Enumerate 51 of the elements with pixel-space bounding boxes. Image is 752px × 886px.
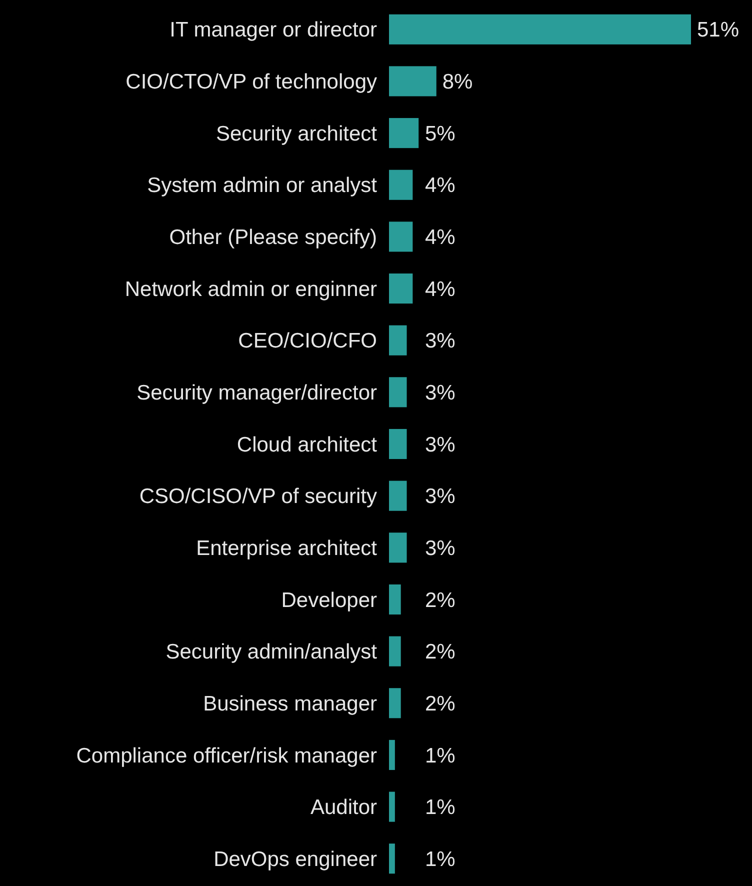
- data-label: 5%: [425, 122, 456, 146]
- data-label: 3%: [425, 433, 456, 456]
- data-label: 1%: [425, 848, 456, 871]
- y-tick-label: Network admin or enginner: [124, 278, 378, 301]
- bar: [389, 480, 407, 511]
- data-label: 4%: [425, 226, 456, 250]
- data-label: 1%: [425, 744, 456, 768]
- bar: [389, 688, 401, 718]
- bar: [389, 532, 407, 563]
- y-tick-label: Compliance officer/risk manager: [76, 744, 377, 768]
- y-tick-label: Cloud architect: [236, 433, 378, 456]
- y-tick-label: Security admin/analyst: [166, 640, 378, 664]
- y-tick-label: IT manager or director: [170, 18, 377, 42]
- y-tick-label: Security architect: [216, 122, 378, 146]
- data-label: 2%: [425, 692, 456, 716]
- bar: [389, 66, 436, 96]
- data-label: 1%: [425, 796, 456, 820]
- bar: [389, 377, 407, 408]
- data-label: 2%: [425, 640, 456, 664]
- y-tick-label: Other (Please specify): [169, 226, 377, 250]
- y-tick-label: System admin or analyst: [147, 174, 378, 198]
- y-tick-label: Business manager: [203, 692, 377, 716]
- y-tick-label: Enterprise architect: [196, 537, 378, 560]
- bar: [389, 792, 395, 822]
- data-label: 3%: [425, 382, 456, 405]
- data-label: 4%: [425, 174, 456, 198]
- y-tick-label: CSO/CISO/VP of security: [139, 485, 378, 508]
- bar: [389, 325, 407, 356]
- bar: [389, 273, 413, 304]
- data-label: 2%: [425, 588, 456, 612]
- y-tick-label: Auditor: [310, 796, 377, 820]
- bar: [389, 170, 413, 200]
- bar: [389, 118, 419, 148]
- y-tick-label: DevOps engineer: [214, 848, 377, 871]
- bar: [389, 584, 401, 615]
- data-label: 3%: [425, 330, 456, 353]
- data-label: 3%: [425, 485, 456, 508]
- y-tick-label: CIO/CTO/VP of technology: [126, 70, 378, 94]
- data-label: 51%: [697, 18, 740, 42]
- y-tick-label: Security manager/director: [136, 382, 378, 405]
- bar: [389, 740, 395, 770]
- y-tick-label: CEO/CIO/CFO: [238, 330, 377, 353]
- data-label: 3%: [425, 537, 456, 560]
- data-label: 8%: [442, 70, 473, 94]
- bar: [389, 14, 691, 44]
- bar: [389, 636, 401, 666]
- y-tick-label: Developer: [281, 588, 377, 612]
- bar: [389, 844, 395, 874]
- bar: [389, 428, 407, 460]
- bar: [389, 222, 413, 252]
- data-label: 4%: [425, 278, 456, 301]
